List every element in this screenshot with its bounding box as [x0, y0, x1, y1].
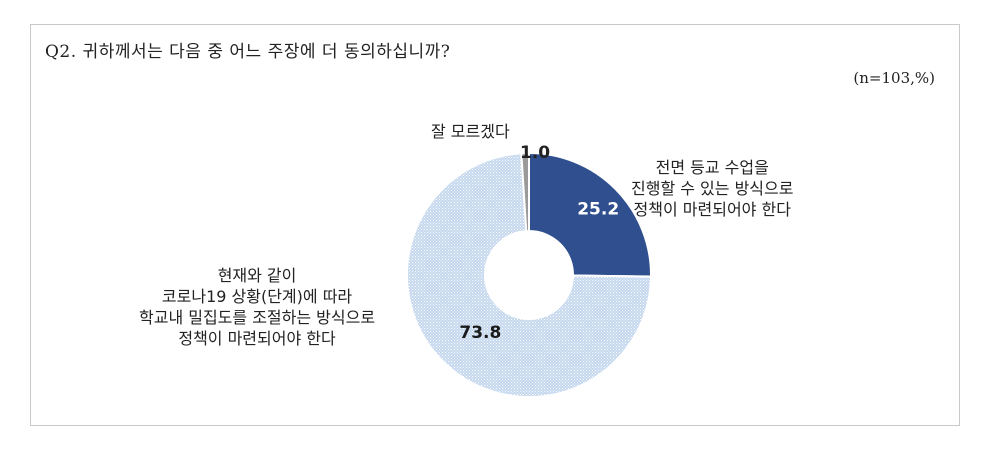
slice-current-policy [406, 152, 653, 398]
label-current-policy-line-4: 정책이 마련되어야 한다 [178, 329, 336, 348]
label-current-policy-line-1: 현재와 같이 [217, 266, 297, 285]
slice-dont-know [520, 151, 530, 233]
label-new-policy-line-2: 진행할 수 있는 방식으로 [631, 179, 794, 198]
slice-new-policy [528, 151, 652, 278]
sample-size-note: (n=103,%) [853, 69, 935, 87]
value-label-dont-know: 1.0 [520, 143, 551, 163]
chart-frame: Q2. 귀하께서는 다음 중 어느 주장에 더 동의하십니까? (n=103,%… [30, 24, 960, 426]
label-current-policy-line-2: 코로나19 상황(단계)에 따라 [161, 287, 353, 306]
value-label-current-policy: 73.8 [459, 323, 501, 343]
label-dont-know-line: 잘 모르겠다 [431, 122, 510, 141]
label-current-policy-line-3: 학교내 밀집도를 조절하는 방식으로 [139, 308, 376, 327]
label-new-policy-line-1: 전면 등교 수업을 [655, 158, 769, 177]
label-new-policy: 전면 등교 수업을 진행할 수 있는 방식으로 정책이 마련되어야 한다 [631, 157, 793, 220]
value-label-new-policy: 25.2 [577, 200, 619, 220]
question-title: Q2. 귀하께서는 다음 중 어느 주장에 더 동의하십니까? [45, 42, 451, 62]
donut-chart: 25.2 73.8 [406, 151, 653, 398]
label-new-policy-line-3: 정책이 마련되어야 한다 [633, 200, 791, 219]
label-current-policy: 현재와 같이 코로나19 상황(단계)에 따라 학교내 밀집도를 조절하는 방식… [139, 265, 375, 349]
label-dont-know: 잘 모르겠다 [431, 121, 510, 142]
